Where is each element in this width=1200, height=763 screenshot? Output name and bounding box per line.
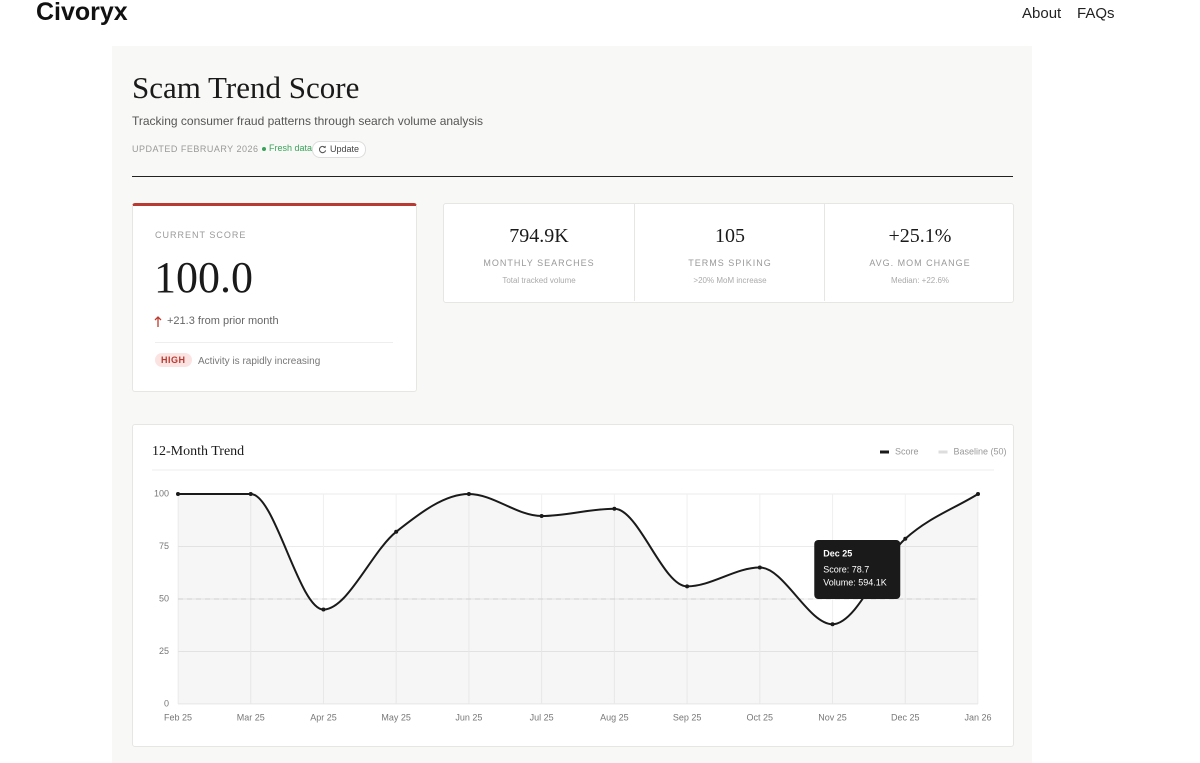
point (903, 536, 908, 541)
point (321, 607, 326, 612)
score-label: CURRENT SCORE (155, 230, 247, 240)
point (176, 492, 180, 496)
status-dot (262, 147, 266, 151)
y-tick-label: 25 (159, 646, 169, 656)
stats-card: 794.9K MONTHLY SEARCHES Total tracked vo… (443, 203, 1014, 303)
x-tick-label: Oct 25 (747, 712, 774, 722)
stat: 794.9K MONTHLY SEARCHES Total tracked vo… (444, 204, 634, 301)
y-tick-label: 75 (159, 541, 169, 551)
point (539, 514, 544, 519)
update-button[interactable]: Update (312, 141, 367, 158)
x-tick-label: Nov 25 (818, 712, 847, 722)
score-change: +21.3 from prior month (167, 315, 279, 327)
stat-value: +25.1% (888, 225, 952, 247)
status: Fresh data (269, 143, 313, 153)
stat-value: 105 (715, 225, 745, 247)
brand[interactable]: Civoryx (36, 0, 128, 26)
button-label: Update (330, 144, 360, 154)
chart-title: 12-Month Trend (152, 444, 244, 459)
stat-note: Total tracked volume (502, 276, 576, 285)
point (830, 622, 835, 627)
x-tick-label: Jan 26 (964, 712, 991, 722)
page-title: Scam Trend Score (132, 70, 360, 105)
point (685, 584, 690, 589)
x-tick-label: Jul 25 (530, 712, 554, 722)
x-tick-label: Jun 25 (455, 712, 482, 722)
point (248, 492, 253, 496)
y-tick-label: 0 (164, 698, 169, 708)
point (612, 506, 617, 511)
point (976, 492, 980, 496)
stat-label: MONTHLY SEARCHES (483, 258, 595, 268)
divider (132, 176, 1013, 177)
level-badge: HIGH (155, 353, 192, 367)
score-card: CURRENT SCORE 100.0 +21.3 from prior mon… (132, 203, 417, 392)
x-tick-label: Feb 25 (164, 712, 192, 722)
nav-link[interactable]: FAQs (1077, 5, 1115, 22)
subtitle: Tracking consumer fraud patterns through… (132, 114, 484, 128)
y-tick-label: 50 (159, 593, 169, 603)
y-tick-label: 100 (154, 488, 169, 498)
stat-label: TERMS SPIKING (688, 258, 772, 268)
tooltip-line: Volume: 594.1K (823, 577, 887, 587)
stat-note: >20% MoM increase (693, 276, 767, 285)
point (466, 492, 471, 496)
stat-note: Median: +22.6% (890, 276, 950, 285)
x-tick-label: Mar 25 (237, 712, 265, 722)
point (394, 529, 399, 534)
level-description: Activity is rapidly increasing (198, 356, 321, 367)
card-divider (155, 342, 393, 343)
up-arrow (154, 316, 162, 327)
tooltip-line: Score: 78.7 (823, 564, 869, 574)
point (757, 565, 762, 570)
legend-label: Score (895, 446, 919, 456)
updated-label: UPDATED FEBRUARY 2026 (132, 144, 259, 154)
legend-label: Baseline (50) (954, 446, 1007, 456)
x-tick-label: Dec 25 (891, 712, 920, 722)
x-tick-label: May 25 (381, 712, 411, 722)
score-value: 100.0 (154, 253, 253, 302)
stat: 105 TERMS SPIKING >20% MoM increase (634, 204, 825, 301)
stat-label: AVG. MOM CHANGE (869, 258, 971, 268)
tooltip-title: Dec 25 (823, 548, 852, 558)
x-tick-label: Aug 25 (600, 712, 629, 722)
x-tick-label: Sep 25 (673, 712, 702, 722)
line (178, 492, 979, 626)
refresh-icon (318, 145, 327, 154)
nav-link[interactable]: About (1022, 5, 1062, 22)
x-tick-label: Apr 25 (310, 712, 337, 722)
stat: +25.1% AVG. MOM CHANGE Median: +22.6% (824, 204, 1015, 301)
stat-value: 794.9K (509, 225, 569, 247)
tooltip-box (814, 540, 901, 599)
